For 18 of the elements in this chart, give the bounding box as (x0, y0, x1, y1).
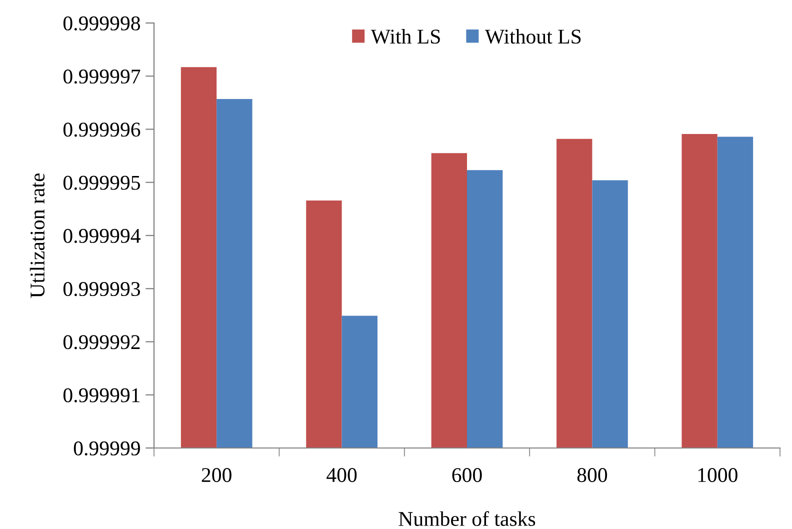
x-tick-label: 400 (326, 468, 357, 482)
y-tick-label: 0.999995 (63, 176, 140, 190)
y-tick-label: 0.999997 (63, 70, 140, 84)
x-tick-label: 1000 (698, 468, 738, 482)
x-tick-label: 200 (202, 468, 232, 482)
x-axis-title: Number of tasks (398, 511, 536, 526)
y-axis-title: Utilization rate (30, 173, 45, 298)
y-tick-label: 0.999991 (63, 388, 140, 402)
y-tick-label: 0.999993 (63, 282, 140, 296)
x-tick-label: 600 (452, 468, 482, 482)
legend-label: Without LS (484, 29, 581, 44)
y-tick-label: 0.999994 (63, 228, 140, 244)
legend-label: With LS (370, 29, 440, 44)
y-tick-label: 0.999992 (63, 335, 140, 350)
y-tick-label: 0.99999 (74, 441, 140, 456)
y-tick-label: 0.999998 (63, 16, 140, 31)
y-tick-label: 0.999996 (63, 122, 140, 137)
x-tick-label: 800 (577, 468, 608, 482)
